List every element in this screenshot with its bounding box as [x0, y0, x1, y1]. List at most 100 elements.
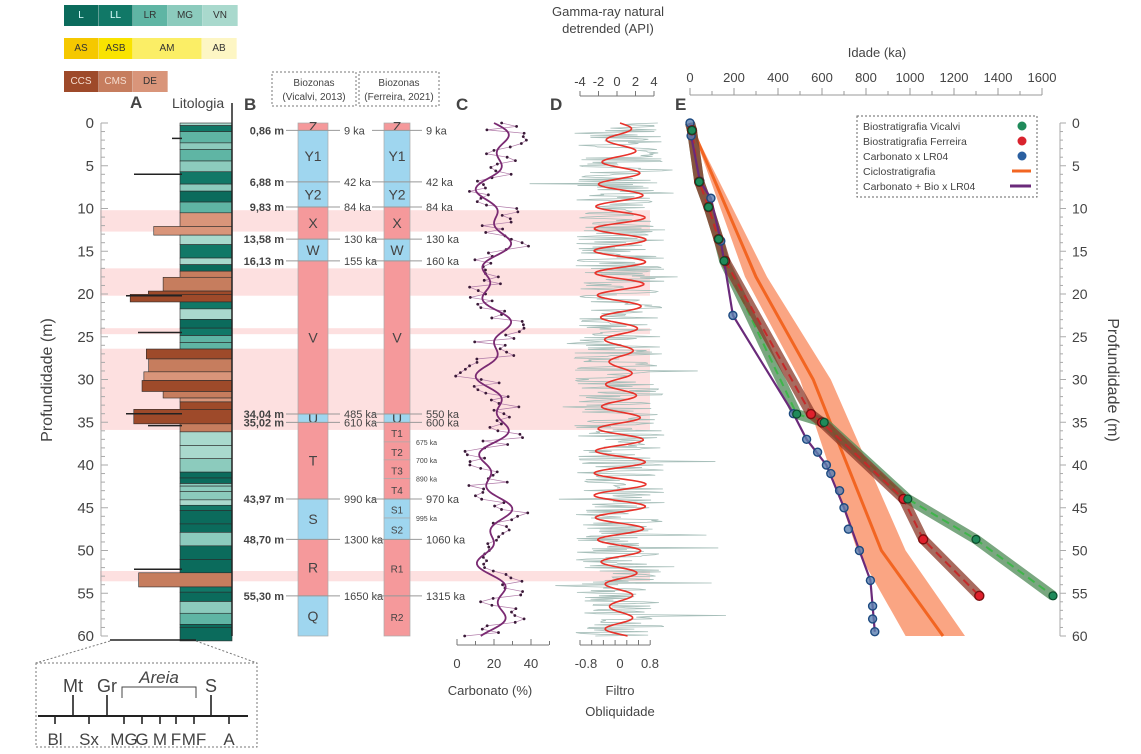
carbonate-point — [481, 439, 485, 443]
grain-top-label: Mt — [63, 676, 83, 696]
carbonate-point — [480, 497, 484, 501]
vicalvi-point — [792, 409, 802, 419]
carbonate-point — [509, 172, 513, 176]
carbonate-point — [491, 596, 495, 600]
boundary-age-label: 130 ka — [426, 234, 460, 246]
carbonate-point — [500, 508, 503, 511]
carbonate-point — [500, 121, 504, 125]
grain-bottom-label: M — [153, 730, 167, 749]
lithology-layer — [179, 431, 233, 446]
lithology-layer — [179, 125, 233, 132]
left-depth-tick-label: 5 — [86, 158, 94, 175]
boundary-age-label: 160 ka — [426, 256, 460, 268]
lithology-layer — [179, 319, 233, 329]
carbonate-point — [522, 323, 525, 327]
legend-label-ferreira: Biostratigrafia Ferreira — [863, 136, 967, 148]
boundary-depth-label: 55,30 m — [244, 591, 285, 603]
right-depth-tick-label: 0 — [1072, 115, 1080, 131]
legend-swatch-lr: LR — [133, 5, 168, 26]
lithology-layer — [179, 212, 233, 227]
carbonate-point — [497, 381, 501, 385]
carbonate-point — [468, 460, 472, 463]
carbonate-lr04-point — [854, 545, 865, 556]
vicalvi-point — [713, 234, 724, 244]
age-tick-label: 1000 — [896, 70, 925, 85]
carbonate-point — [500, 213, 504, 217]
carbonate-point — [475, 361, 479, 364]
left-depth-tick-label: 50 — [77, 543, 94, 560]
boundary-depth-label: 6,88 m — [250, 177, 284, 189]
legend-swatch-de: DE — [133, 71, 168, 92]
carbonate-point — [476, 289, 480, 292]
right-depth-tick-label: 5 — [1072, 158, 1080, 174]
highlight-band — [100, 571, 650, 582]
left-depth-tick-label: 30 — [77, 372, 94, 389]
chart-legend: Biostratigrafia Vicalvi Biostratigrafia … — [856, 115, 1038, 198]
grain-bottom-label: Sx — [79, 730, 99, 749]
carbonate-point — [496, 275, 500, 279]
age-depth-panel: 0 200 400 600 800 1000 1200 1400 1600 0 5 10 15 20 25 3… — [685, 70, 1088, 644]
panel-label-b: B — [244, 95, 256, 114]
carbonate-point — [502, 501, 506, 505]
biozone-column-ferreira: Z Y1 Y2 XW V U T1 T2 T3 T4 S1 S2 R1 R2 9 ka 42 ka 84 ka 1… — [372, 119, 466, 637]
lithology-layer — [138, 572, 233, 588]
carbonate-point — [497, 535, 501, 539]
biozone-label: S — [308, 511, 317, 527]
boundary-age-label: 600 ka — [426, 417, 460, 429]
left-depth-tick-label: 45 — [77, 500, 94, 517]
carbonate-point — [519, 142, 523, 145]
biozone-vicalvi-header-box — [271, 71, 357, 107]
carbonate-point — [484, 391, 488, 395]
carbonate-point — [476, 302, 480, 306]
vicalvi-point — [819, 417, 829, 428]
obliquity-axis-label-1: Filtro — [606, 683, 635, 698]
left-depth-tick-label: 10 — [77, 201, 94, 218]
lithology-layer — [179, 397, 233, 403]
gamma-tick-label: 0 — [613, 74, 620, 89]
left-depth-tick-label: 35 — [77, 414, 94, 431]
carbonate-point — [517, 330, 521, 334]
carbonate-lr04-point — [843, 524, 854, 534]
boundary-age-label: 1060 ka — [426, 534, 466, 546]
carbonate-point — [473, 258, 477, 262]
lithology-layer — [179, 327, 233, 336]
lithology-layer — [179, 624, 233, 628]
biozone-label: T2 — [391, 448, 403, 459]
right-depth-tick-label: 35 — [1072, 414, 1088, 430]
carbonate-lr04-point — [706, 193, 716, 203]
cyclostratigraphy-uncertainty-band — [690, 123, 965, 636]
carbonate-axis-label: Carbonato (%) — [448, 683, 533, 698]
obliquity-tick-label: 0 — [616, 656, 623, 671]
grain-top-label: Gr — [97, 676, 117, 696]
grain-bottom-label: Bl — [47, 730, 62, 749]
left-depth-tick-label: 0 — [86, 115, 94, 132]
lithology-layer — [179, 160, 233, 173]
lithology-layer — [179, 445, 233, 459]
carbonate-lr04-point — [867, 614, 878, 624]
carbonate-point — [494, 169, 498, 173]
carbonate-point — [503, 343, 507, 347]
biozone-ferreira-title-1: Biozonas — [378, 78, 419, 89]
carbonate-point — [476, 179, 479, 183]
boundary-age-label: 610 ka — [344, 417, 378, 429]
carbonate-point — [495, 419, 499, 422]
biozone-vicalvi-title-1: Biozonas — [293, 78, 334, 89]
vicalvi-point — [719, 256, 729, 266]
lithology-layer — [179, 171, 233, 185]
lithology-layer — [179, 504, 233, 511]
lithology-layer — [179, 264, 233, 272]
boundary-age-label: 84 ka — [344, 202, 372, 214]
lithology-column — [126, 103, 233, 642]
age-tick-label: 600 — [811, 70, 833, 85]
right-depth-tick-label: 50 — [1072, 543, 1088, 559]
carbonate-point — [520, 319, 524, 323]
carbonate-point — [508, 145, 512, 149]
areia-bracket — [121, 686, 197, 698]
right-depth-tick-label: 30 — [1072, 372, 1088, 388]
biozone-label: Y1 — [304, 148, 321, 164]
right-depth-axis-label: Profundidade (m) — [1104, 318, 1121, 442]
carbonate-point — [468, 463, 472, 467]
carbonate-point — [512, 354, 516, 357]
minor-age-label: 995 ka — [416, 516, 437, 523]
boundary-depth-label: 34,04 m — [244, 409, 285, 421]
